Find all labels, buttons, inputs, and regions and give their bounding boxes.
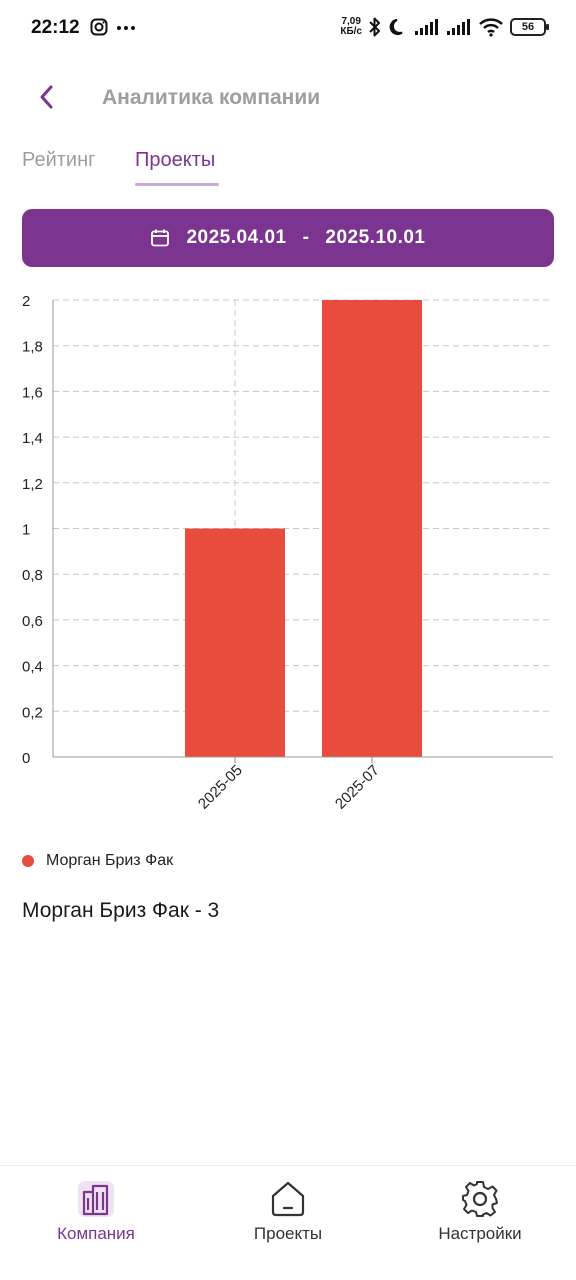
app-header: Аналитика компании [0,70,576,126]
y-tick-label: 0 [22,750,30,767]
wifi-icon [479,18,503,37]
bottom-nav: Компания Проекты Настройки [0,1165,576,1280]
nav-company-label: Компания [57,1224,135,1243]
page-title: Аналитика компании [102,86,321,109]
tab-bar: Рейтинг Проекты [0,140,576,190]
chevron-left-icon [40,85,53,109]
y-tick-label: 1,4 [22,430,43,447]
tab-projects[interactable]: Проекты [135,149,216,171]
bluetooth-icon [369,17,380,37]
active-tab-indicator [135,183,219,186]
calendar-icon [151,229,170,247]
back-button[interactable] [30,80,64,114]
tab-rating[interactable]: Рейтинг [22,149,96,171]
signal-icon [415,19,438,35]
date-range-button[interactable]: 2025.04.01 - 2025.10.01 [22,209,554,267]
status-time: 22:12 [31,17,80,38]
moon-icon [389,18,403,36]
building-icon [78,1181,114,1217]
home-icon [271,1181,305,1217]
gear-icon [462,1181,498,1217]
legend-marker [22,855,34,867]
date-start: 2025.04.01 [186,227,287,248]
nav-projects-label: Проекты [253,1224,323,1243]
bar-2025-05 [185,528,285,757]
y-tick-label: 2 [22,293,30,310]
x-tick-label: 2025-05 [195,762,246,813]
y-tick-label: 0,2 [22,704,43,721]
chart-legend: Морган Бриз Фак [22,852,173,870]
nav-settings-label: Настройки [438,1224,522,1243]
y-tick-label: 1,2 [22,476,43,493]
status-bar: 22:12 7,09 КБ/с [0,0,576,58]
nav-settings[interactable]: Настройки [405,1178,555,1244]
nav-company[interactable]: Компания [21,1178,171,1244]
more-dots-icon [117,26,135,30]
summary-text: Морган Бриз Фак - 3 [22,899,220,922]
signal-icon [447,19,470,35]
y-tick-label: 1,6 [22,384,43,401]
y-tick-label: 1 [22,522,30,539]
date-end: 2025.10.01 [325,227,426,248]
bar-chart: 0 0,2 0,4 0,6 0,8 1 1,2 1,4 1,6 1,8 2 2025-05 2025-0… [22,293,553,813]
battery-icon: 56 [510,18,549,36]
date-separator: - [302,227,310,248]
y-tick-label: 0,6 [22,613,43,630]
y-tick-label: 1,8 [22,339,43,356]
instagram-icon [90,18,108,36]
nav-projects[interactable]: Проекты [213,1178,363,1244]
x-tick-label: 2025-07 [332,762,383,813]
net-speed: 7,09 КБ/с [340,16,362,37]
y-tick-label: 0,4 [22,659,43,676]
legend-label: Морган Бриз Фак [46,852,174,869]
y-tick-label: 0,8 [22,567,43,584]
bar-2025-07 [322,300,422,757]
